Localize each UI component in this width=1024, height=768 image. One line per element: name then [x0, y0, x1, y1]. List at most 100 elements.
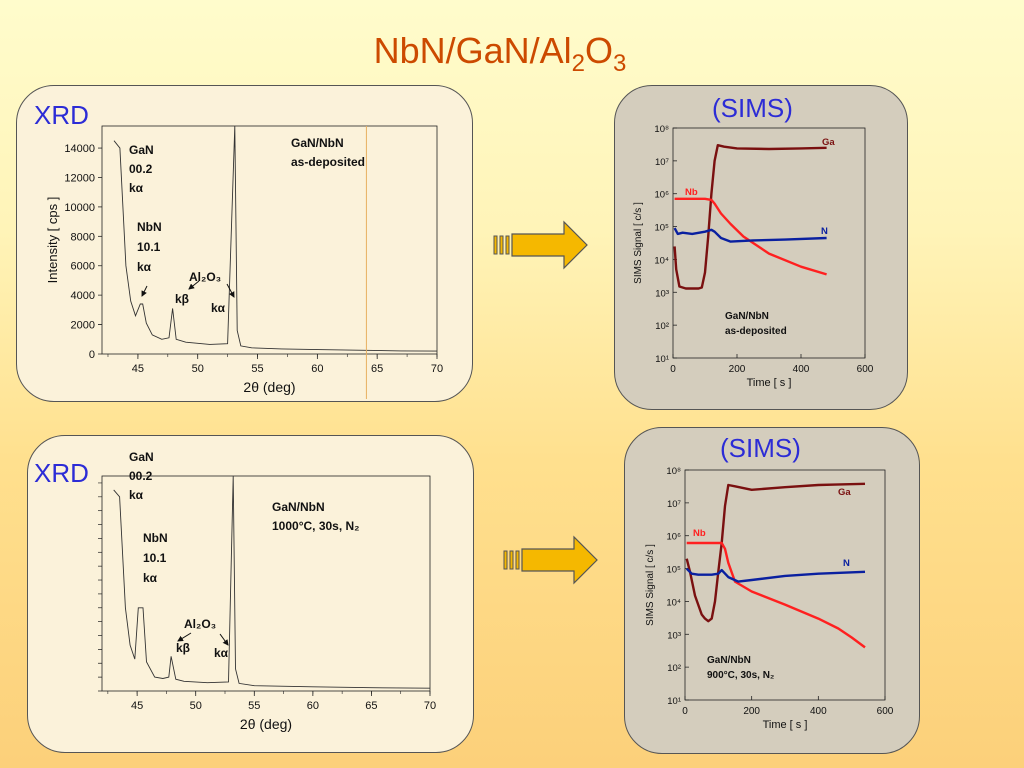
xrd-panel-top: 45 50 55 60 65 70 0 2000 4000 6000 8000 10000 12000 1…	[16, 85, 473, 402]
sample-label: 1000°C, 30s, N₂	[272, 519, 360, 533]
nbn-peak-label: kα	[137, 260, 152, 274]
gan-peak-label: kα	[129, 488, 144, 502]
y-tick-label: 10⁴	[666, 597, 681, 608]
annotation-arrow	[188, 280, 200, 290]
sims-chart-bottom: 0 200 400 600 10¹ 10² 10³ 10⁴ 10⁵ 10⁶ 10⁷ 10⁸ Time […	[645, 466, 894, 731]
series-line-ga	[685, 482, 866, 623]
series-label-ga: Ga	[838, 487, 851, 498]
series-line-nb	[686, 541, 866, 649]
x-tick-label: 55	[251, 363, 263, 375]
sims-label-bottom: (SIMS)	[720, 433, 801, 463]
x-axis-label: 2θ (deg)	[243, 379, 295, 395]
sample-label: as-deposited	[725, 326, 787, 337]
plot-frame	[101, 125, 438, 355]
y-tick-label: 12000	[64, 172, 95, 184]
y-tick-label: 6000	[71, 261, 95, 273]
series-line-nb	[674, 197, 827, 276]
sims-label-top: (SIMS)	[712, 93, 793, 123]
al2o3-label: Al₂O₃	[189, 270, 221, 284]
y-tick-label: 10⁶	[667, 532, 682, 543]
kalpha-label: kα	[211, 301, 226, 315]
x-tick-label: 200	[743, 706, 760, 717]
x-tick-label: 50	[192, 363, 204, 375]
plot-frame	[101, 475, 431, 692]
xrd-spectrum-line	[113, 475, 431, 689]
y-tick-label: 10¹	[667, 696, 681, 707]
xrd-spectrum-line	[113, 125, 438, 352]
x-tick-label: 65	[371, 363, 383, 375]
x-tick-label: 400	[810, 706, 827, 717]
annotation-arrow	[219, 633, 229, 646]
annotation-arrow	[141, 285, 148, 297]
sample-label: GaN/NbN	[707, 655, 751, 666]
xrd-chart-top: 45 50 55 60 65 70 0 2000 4000 6000 8000 10000 12000 1…	[45, 125, 443, 399]
sims-chart-top: 0 200 400 600 10¹ 10² 10³ 10⁴ 10⁵ 10⁶ 10⁷ 10⁸ Time […	[633, 124, 874, 389]
xrd-panel-bottom: 45 50 55 60 65 70 2θ (deg) GaN 00.2 kα NbN 10.1 kα Al…	[27, 435, 474, 753]
y-tick-label: 0	[89, 349, 95, 361]
x-tick-label: 400	[793, 364, 810, 375]
y-tick-label: 10²	[655, 321, 669, 332]
plot-frame	[684, 469, 886, 701]
nbn-peak-label: kα	[143, 571, 158, 585]
xrd-label-bottom: XRD	[34, 458, 89, 488]
nbn-peak-label: NbN	[143, 531, 168, 545]
y-tick-label: 4000	[71, 290, 95, 302]
sample-label: as-deposited	[291, 155, 365, 169]
gan-peak-label: GaN	[129, 450, 154, 464]
y-axis-label: SIMS Signal [ c/s ]	[645, 544, 656, 626]
y-tick-label: 10⁸	[666, 466, 681, 477]
y-tick-label: 10⁷	[667, 499, 682, 510]
series-label-nb: Nb	[693, 528, 706, 539]
page-title: NbN/GaN/Al2O3	[373, 30, 627, 78]
x-tick-label: 45	[132, 363, 144, 375]
series-label-n: N	[843, 558, 850, 569]
series-line-n	[673, 227, 827, 243]
x-tick-label: 200	[729, 364, 746, 375]
gan-peak-label: 00.2	[129, 162, 153, 176]
annotation-arrow	[226, 283, 235, 298]
gan-peak-label: GaN	[129, 143, 154, 157]
kalpha-label: kα	[214, 646, 229, 660]
sample-label: GaN/NbN	[272, 500, 325, 514]
annotation-arrow	[177, 632, 192, 642]
series-label-ga: Ga	[822, 137, 835, 148]
y-tick-label: 10¹	[655, 354, 669, 365]
x-tick-label: 70	[431, 363, 443, 375]
x-tick-label: 70	[424, 700, 436, 712]
nbn-peak-label: NbN	[137, 220, 162, 234]
x-tick-label: 60	[307, 700, 319, 712]
y-tick-label: 14000	[64, 143, 95, 155]
plot-frame	[672, 127, 866, 359]
series-label-nb: Nb	[685, 187, 698, 198]
x-tick-label: 60	[311, 363, 323, 375]
nbn-peak-label: 10.1	[137, 240, 161, 254]
sample-label: 900°C, 30s, N₂	[707, 670, 774, 681]
kbeta-label: kβ	[176, 641, 190, 655]
x-tick-label: 65	[365, 700, 377, 712]
sims-panel-bottom: 0 200 400 600 10¹ 10² 10³ 10⁴ 10⁵ 10⁶ 10⁷ 10⁸ Time […	[624, 427, 920, 754]
y-tick-label: 10000	[64, 202, 95, 214]
x-tick-label: 0	[670, 364, 676, 375]
x-axis-label: Time [ s ]	[747, 377, 792, 389]
y-tick-label: 10⁸	[654, 124, 669, 135]
sims-panel-top: 0 200 400 600 10¹ 10² 10³ 10⁴ 10⁵ 10⁶ 10⁷ 10⁸ Time […	[614, 85, 908, 410]
sample-label: GaN/NbN	[291, 136, 344, 150]
x-tick-label: 0	[682, 706, 688, 717]
y-tick-label: 10³	[667, 630, 681, 641]
series-line-ga	[673, 144, 827, 290]
y-tick-label: 10³	[655, 288, 669, 299]
gan-peak-label: 00.2	[129, 469, 153, 483]
y-tick-label: 2000	[71, 320, 95, 332]
y-axis-label: Intensity [ cps ]	[45, 197, 60, 284]
y-tick-label: 10²	[667, 663, 681, 674]
xrd-chart-bottom: 45 50 55 60 65 70 2θ (deg) GaN 00.2 kα NbN 10.1 kα Al…	[98, 450, 436, 732]
x-tick-label: 55	[248, 700, 260, 712]
y-tick-label: 10⁷	[655, 157, 670, 168]
al2o3-label: Al₂O₃	[184, 617, 216, 631]
y-tick-label: 8000	[71, 231, 95, 243]
sample-label: GaN/NbN	[725, 311, 769, 322]
y-tick-label: 10⁵	[666, 565, 681, 576]
x-tick-label: 600	[877, 706, 894, 717]
right-arrow-icon	[493, 220, 588, 270]
y-tick-label: 10⁶	[655, 190, 670, 201]
